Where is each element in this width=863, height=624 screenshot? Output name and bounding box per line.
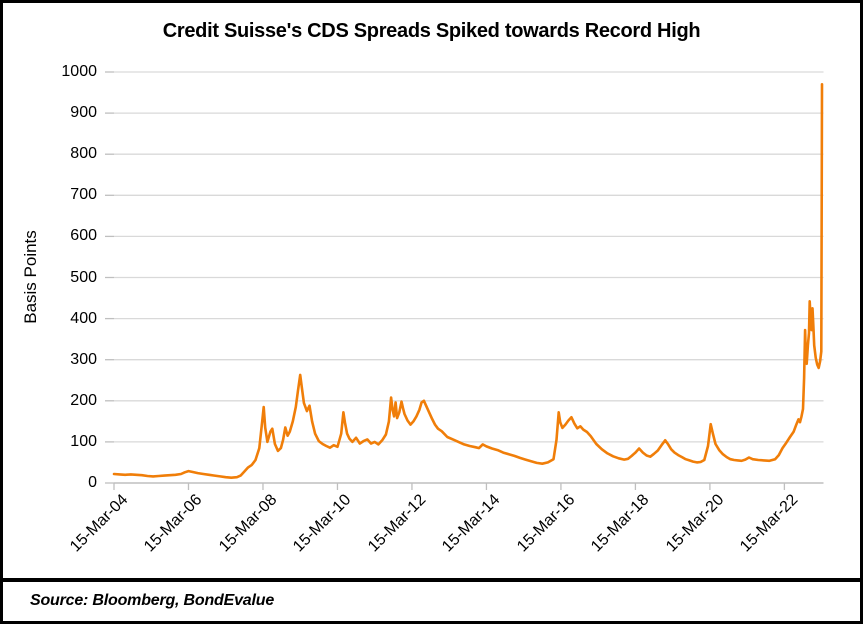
y-tick-label: 500 (70, 268, 97, 286)
y-tick-label: 900 (70, 104, 97, 122)
source-note: Source: Bloomberg, BondEvalue (30, 592, 275, 609)
y-tick-label: 100 (70, 432, 97, 450)
y-tick-label: 300 (70, 350, 97, 368)
y-tick-label: 700 (70, 186, 97, 204)
y-tick-label: 400 (70, 309, 97, 327)
y-tick-label: 1000 (61, 63, 97, 80)
footer-divider-line (0, 578, 863, 582)
y-tick-label: 600 (70, 227, 97, 245)
y-tick-label: 0 (88, 474, 97, 491)
cds-spread-line (112, 83, 824, 480)
y-tick-label: 800 (70, 145, 97, 163)
chart-title: Credit Suisse's CDS Spreads Spiked towar… (162, 20, 701, 42)
y-tick-label: 200 (70, 391, 97, 409)
